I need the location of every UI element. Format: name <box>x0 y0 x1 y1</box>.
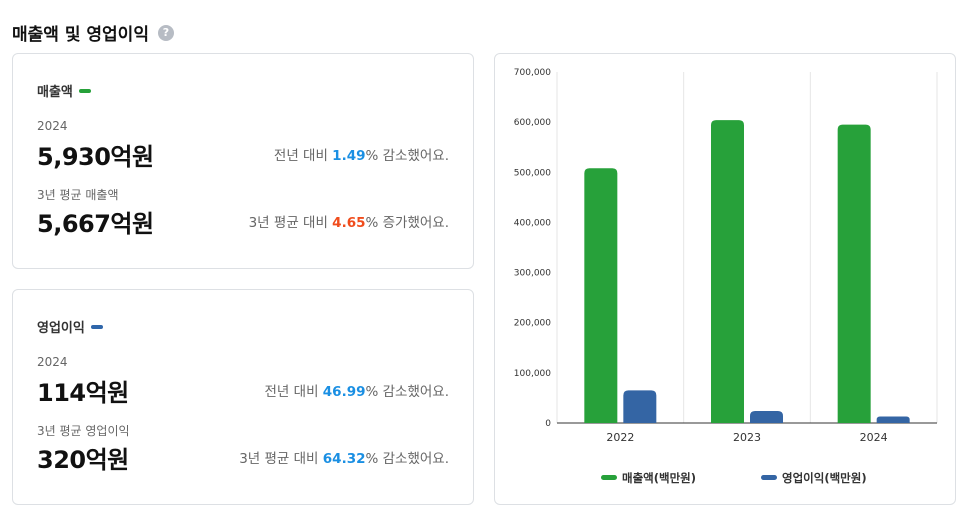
legend-sales-label[interactable]: 매출액(백만원) <box>622 471 696 485</box>
y-tick-label: 600,000 <box>514 118 551 128</box>
operating-card: 영업이익 2024 114억원 전년 대비 46.99% 감소했어요. 3년 평… <box>12 289 474 505</box>
chart-y-axis: 0 100,000 200,000 300,000 400,000 500,000 600,… <box>514 68 551 429</box>
chart-bars <box>584 120 910 424</box>
x-tick-label: 2024 <box>860 431 888 444</box>
chart-grid <box>556 72 938 424</box>
legend-operating-label[interactable]: 영업이익(백만원) <box>782 471 867 485</box>
sales-value: 5,930억원 <box>37 143 154 171</box>
y-tick-label: 500,000 <box>514 168 551 178</box>
sales-bar[interactable] <box>837 124 871 424</box>
y-tick-label: 700,000 <box>514 68 551 78</box>
operating-avg-value: 320억원 <box>37 446 129 474</box>
sales-avg-pct: 4.65 <box>332 215 366 231</box>
sales-avg-suffix: % 증가했어요. <box>365 215 449 231</box>
operating-avg-prefix: 3년 평균 대비 <box>239 451 323 467</box>
section-title-text: 매출액 및 영업이익 <box>12 25 149 45</box>
y-tick-label: 200,000 <box>514 319 551 329</box>
sales-yoy-suffix: % 감소했어요. <box>365 148 449 164</box>
sales-yoy-compare: 전년 대비 1.49% 감소했어요. <box>274 144 449 164</box>
sales-card-title: 매출액 <box>37 85 73 100</box>
sales-bar[interactable] <box>711 120 744 423</box>
y-tick-label: 400,000 <box>514 218 551 228</box>
sales-yoy-pct: 1.49 <box>332 148 366 164</box>
operating-bar[interactable] <box>876 416 910 423</box>
sales-card: 매출액 2024 5,930억원 전년 대비 1.49% 감소했어요. 3년 평… <box>12 53 474 269</box>
sales-avg-value: 5,667억원 <box>37 210 154 238</box>
sales-legend-dash-icon <box>78 88 91 93</box>
operating-avg-suffix: % 감소했어요. <box>365 451 449 467</box>
operating-value: 114억원 <box>37 379 129 407</box>
sales-avg-compare: 3년 평균 대비 4.65% 증가했어요. <box>249 211 449 231</box>
bar-chart: 0 100,000 200,000 300,000 400,000 500,000 600,… <box>514 68 938 485</box>
operating-yoy-prefix: 전년 대비 <box>264 384 323 400</box>
chart-x-axis: 2022 2023 2024 <box>606 431 887 444</box>
operating-avg-pct: 64.32 <box>322 451 366 467</box>
sales-avg-prefix: 3년 평균 대비 <box>248 215 333 231</box>
operating-yoy-pct: 46.99 <box>322 384 366 400</box>
legend-operating-swatch-icon <box>761 475 777 480</box>
operating-yoy-suffix: % 감소했어요. <box>365 384 449 400</box>
section-title: 매출액 및 영업이익 ? <box>12 20 174 45</box>
question-icon[interactable]: ? <box>157 24 174 41</box>
operating-card-title: 영업이익 <box>37 321 85 336</box>
x-tick-label: 2023 <box>733 431 761 444</box>
operating-yoy-compare: 전년 대비 46.99% 감소했어요. <box>265 380 449 400</box>
x-tick-label: 2022 <box>606 431 634 444</box>
sales-bar[interactable] <box>584 168 618 423</box>
y-tick-label: 100,000 <box>514 369 551 379</box>
operating-bar[interactable] <box>750 410 783 423</box>
sales-year-label: 2024 <box>37 119 68 133</box>
y-tick-label: 300,000 <box>514 269 551 279</box>
chart-card: 0 100,000 200,000 300,000 400,000 500,000 600,… <box>494 53 956 505</box>
operating-avg-compare: 3년 평균 대비 64.32% 감소했어요. <box>239 447 449 467</box>
sales-card-header: 매출액 <box>37 81 91 100</box>
operating-card-header: 영업이익 <box>37 317 103 336</box>
operating-year-label: 2024 <box>37 355 68 369</box>
operating-avg-label: 3년 평균 영업이익 <box>37 424 130 438</box>
y-tick-label: 0 <box>545 419 551 429</box>
sales-avg-label: 3년 평균 매출액 <box>37 188 119 202</box>
operating-bar[interactable] <box>623 390 657 423</box>
sales-yoy-prefix: 전년 대비 <box>273 148 333 164</box>
chart-legend: 매출액(백만원) 영업이익(백만원) <box>601 471 867 485</box>
legend-sales-swatch-icon <box>601 475 617 480</box>
operating-legend-dash-icon <box>90 324 103 329</box>
